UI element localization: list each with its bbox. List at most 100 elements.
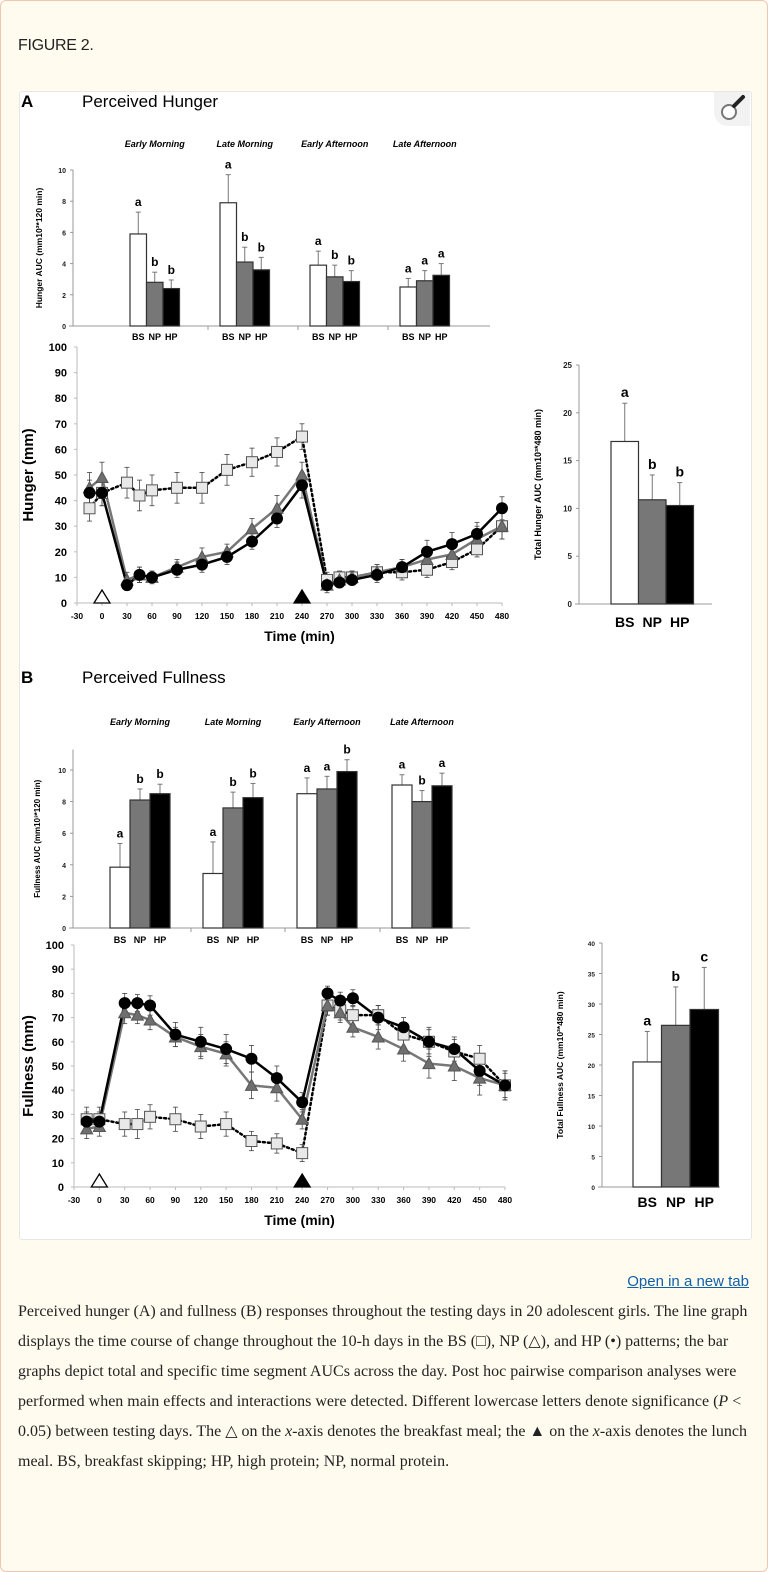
data-point-np — [295, 1112, 310, 1125]
data-point-hp — [93, 1115, 106, 1128]
x-tick-label: 60 — [145, 1195, 155, 1205]
open-in-new-tab-link[interactable]: Open in a new tab — [627, 1273, 749, 1290]
y-tick-label: 70 — [52, 1013, 64, 1025]
magnifier-icon — [721, 95, 745, 120]
figure-label: FIGURE 2. — [18, 37, 94, 54]
y-tick-label: 100 — [46, 940, 64, 952]
y-tick-label: 40 — [52, 1085, 64, 1097]
data-point-hp — [499, 1079, 511, 1092]
bar-bs — [610, 440, 640, 605]
data-point-np — [422, 1056, 436, 1070]
y-tick-label: 30 — [588, 1002, 596, 1009]
category-label: BS — [312, 332, 325, 342]
panel-b-title: Perceived Fullness — [82, 668, 226, 687]
significance-letter: b — [249, 766, 256, 780]
y-tick-label: 6 — [62, 831, 66, 838]
bar-np — [415, 280, 434, 327]
data-point-hp — [346, 992, 359, 1005]
bar-np — [222, 807, 244, 929]
x-tick-label: 240 — [295, 611, 309, 621]
y-tick-label: 4 — [62, 863, 66, 870]
data-point-hp — [448, 1043, 461, 1056]
data-point-hp — [245, 1052, 258, 1065]
data-point-hp — [221, 550, 233, 563]
x-axis-label: Time (min) — [264, 628, 335, 644]
y-axis-label: Hunger (mm) — [20, 428, 37, 521]
data-point-hp — [372, 1011, 385, 1024]
data-point-hp — [446, 538, 458, 551]
significance-letter: b — [671, 968, 680, 984]
data-point-hp — [144, 999, 157, 1012]
y-tick-label: 60 — [55, 444, 67, 456]
y-tick-label: 90 — [55, 368, 67, 380]
y-tick-label: 20 — [55, 547, 67, 559]
data-point-np — [371, 1029, 386, 1043]
hunger_timecourse-chart — [74, 346, 509, 606]
significance-letter: b — [343, 743, 350, 757]
x-tick-label: 240 — [295, 1195, 309, 1205]
data-point-bs — [220, 1118, 233, 1131]
category-label: HP — [154, 935, 167, 945]
series-line-bs — [85, 1003, 507, 1155]
x-tick-label: 270 — [320, 1195, 334, 1205]
data-point-hp — [333, 576, 346, 589]
category-label: HP — [165, 332, 178, 342]
bar-hp — [162, 287, 181, 327]
bar-np — [235, 261, 254, 327]
data-point-np — [143, 1012, 157, 1026]
x-tick-label: 270 — [320, 611, 334, 621]
x-tick-label: 150 — [219, 1195, 233, 1205]
data-point-np — [333, 1005, 348, 1019]
group-label: Early Afternoon — [293, 717, 361, 727]
data-point-hp — [270, 1072, 283, 1085]
significance-letter: a — [399, 758, 406, 772]
y-tick-label: 15 — [588, 1094, 596, 1101]
data-point-bs — [473, 1052, 486, 1065]
x-tick-label: -30 — [71, 611, 84, 621]
category-label: BS — [638, 1194, 657, 1210]
x-axis-label: Time (min) — [264, 1212, 335, 1228]
y-tick-label: 20 — [52, 1134, 64, 1146]
y-tick-label: 10 — [58, 168, 66, 175]
data-point-bs — [194, 1120, 207, 1133]
x-tick-label: 300 — [346, 1195, 360, 1205]
panel-a-title: Perceived Hunger — [82, 92, 218, 111]
data-point-hp — [371, 568, 383, 581]
data-point-bs — [346, 1009, 359, 1022]
caption-text: < 0.05) between testing days. The △ on t… — [18, 1393, 742, 1440]
x-tick-label: 390 — [420, 611, 434, 621]
bar-bs — [202, 872, 224, 929]
bar-hp — [432, 274, 451, 327]
significance-letter: a — [421, 254, 428, 268]
significance-letter: a — [304, 761, 311, 775]
y-tick-label: 10 — [563, 504, 572, 513]
bar-bs — [399, 286, 418, 327]
zoom-button[interactable] — [714, 92, 750, 126]
x-tick-label: 360 — [396, 1195, 410, 1205]
bar-hp — [342, 280, 361, 327]
data-point-np — [420, 552, 434, 565]
significance-letter: a — [117, 826, 124, 840]
data-point-np — [245, 521, 259, 535]
y-tick-label: 5 — [568, 552, 573, 561]
significance-letter: b — [348, 254, 355, 268]
category-label: HP — [436, 935, 449, 945]
y-tick-label: 25 — [588, 1033, 596, 1040]
bar-hp — [242, 797, 264, 929]
y-axis-label: Total Hunger AUC (mm10³*480 min) — [533, 409, 543, 560]
y-tick-label: 2 — [62, 293, 66, 300]
x-tick-label: 90 — [172, 611, 182, 621]
x-tick-label: 120 — [194, 1195, 208, 1205]
category-label: HP — [247, 935, 260, 945]
x-tick-label: 120 — [195, 611, 209, 621]
y-tick-label: 10 — [55, 572, 67, 584]
x-tick-label: 0 — [97, 1195, 102, 1205]
data-point-hp — [296, 479, 308, 492]
fullness_total-chart — [598, 942, 720, 1188]
y-tick-label: 4 — [62, 262, 66, 269]
data-point-bs — [221, 463, 233, 476]
category-label: HP — [670, 614, 689, 630]
fullness_timecourse-chart — [71, 944, 512, 1190]
y-tick-label: 15 — [563, 457, 572, 466]
significance-letter: a — [621, 384, 629, 400]
